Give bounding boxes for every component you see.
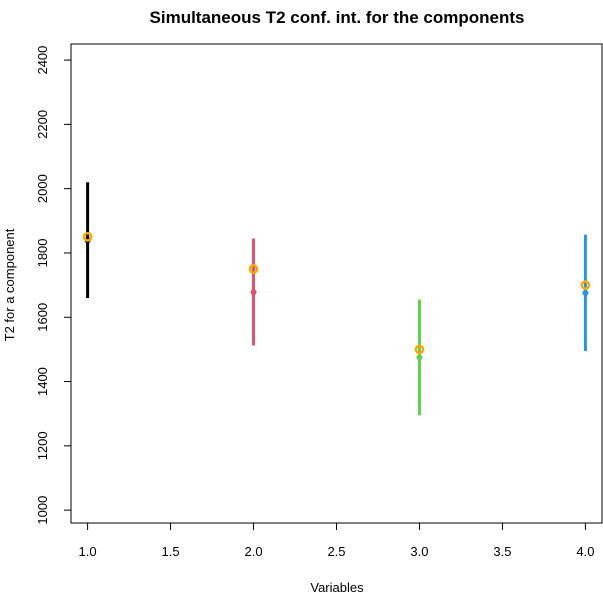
y-axis-label: T2 for a component <box>2 228 17 341</box>
y-tick-label: 2200 <box>35 110 50 139</box>
y-tick-label: 1600 <box>35 303 50 332</box>
chart-title: Simultaneous T2 conf. int. for the compo… <box>150 8 525 27</box>
reference-point <box>414 344 425 355</box>
estimate-point <box>582 289 589 296</box>
y-tick-label: 1400 <box>35 367 50 396</box>
y-tick-label: 1200 <box>35 431 50 460</box>
reference-point <box>82 232 93 242</box>
y-tick-label: 1000 <box>35 496 50 525</box>
y-tick-label: 2400 <box>35 46 50 75</box>
estimate-point <box>416 354 423 361</box>
x-tick-label: 3.5 <box>493 544 511 559</box>
plot-frame <box>70 43 603 524</box>
x-tick-label: 1.5 <box>162 544 180 559</box>
x-tick-label: 4.0 <box>576 544 594 559</box>
x-tick-label: 3.0 <box>410 544 428 559</box>
x-tick-label: 2.5 <box>327 544 345 559</box>
reference-point <box>580 280 591 290</box>
y-tick-label: 2000 <box>35 174 50 203</box>
y-tick-label: 1800 <box>35 238 50 267</box>
x-tick-label: 2.0 <box>244 544 262 559</box>
x-axis-label: Variables <box>310 580 364 595</box>
interval-marks <box>82 182 591 416</box>
y-axis: 1000 1200 1400 1600 1800 2000 2200 2400 <box>35 46 71 525</box>
x-axis: 1.0 1.5 2.0 2.5 3.0 3.5 4.0 <box>79 523 594 559</box>
estimate-point <box>250 289 257 296</box>
reference-point <box>248 264 259 274</box>
x-tick-label: 1.0 <box>79 544 97 559</box>
